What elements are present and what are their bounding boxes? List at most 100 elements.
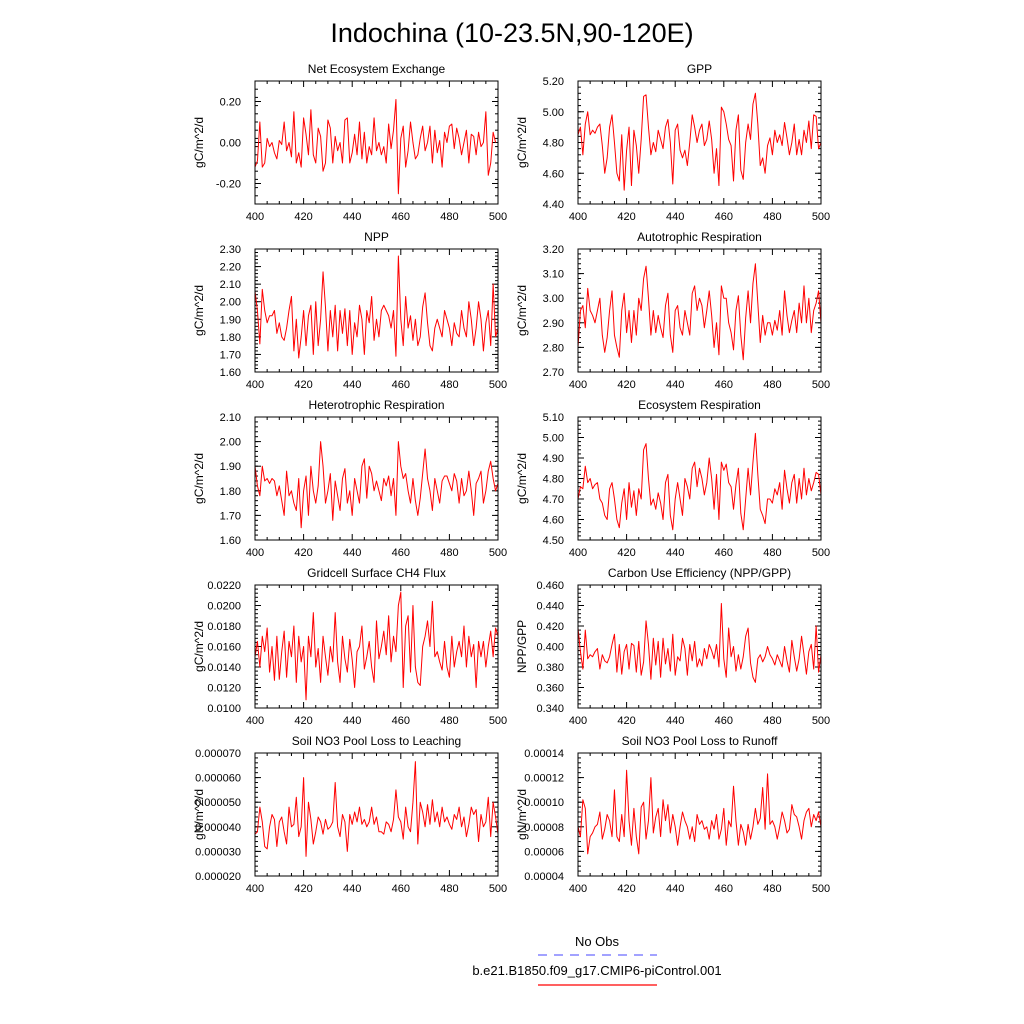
x-tick-label: 440 [666,379,684,391]
y-tick-label: 1.60 [220,535,241,547]
y-tick-label: 2.30 [220,244,241,256]
x-tick-label: 460 [715,715,733,727]
x-tick-label: 480 [763,211,781,223]
panel-9: Soil NO3 Pool Loss to Leaching gN/m^2/d 40… [192,734,507,895]
y-tick-label: 0.420 [536,621,564,633]
y-axis-label: gC/m^2/d [192,621,206,672]
x-tick-label: 460 [392,379,410,391]
y-tick-label: 2.70 [543,367,564,379]
y-tick-label: 1.70 [220,349,241,361]
y-tick-label: 5.10 [543,412,564,424]
data-series-line [577,263,822,361]
data-series-line [577,769,822,855]
x-tick-label: 500 [812,715,830,727]
panel-title: Heterotrophic Respiration [308,398,444,412]
y-tick-label: 0.000050 [195,797,241,809]
y-tick-label: 0.00004 [524,871,564,883]
x-tick-label: 400 [246,883,264,895]
x-tick-label: 480 [763,379,781,391]
y-tick-label: 4.70 [543,494,564,506]
x-tick-label: 460 [715,547,733,559]
x-tick-label: 420 [294,547,312,559]
x-tick-label: 420 [617,211,635,223]
y-tick-label: 0.360 [536,683,564,695]
x-tick-label: 460 [392,211,410,223]
x-tick-label: 500 [489,883,507,895]
x-tick-label: 500 [812,883,830,895]
panel-title: Carbon Use Efficiency (NPP/GPP) [608,566,791,580]
x-tick-label: 420 [617,883,635,895]
x-tick-label: 440 [666,715,684,727]
x-tick-label: 500 [812,379,830,391]
plot-frame [577,584,822,709]
y-tick-label: 1.70 [220,510,241,522]
y-tick-label: 4.60 [543,515,564,527]
y-tick-label: 2.00 [220,297,241,309]
panel-8: Carbon Use Efficiency (NPP/GPP) NPP/GPP 40… [515,566,830,727]
panel-1: Net Ecosystem Exchange gC/m^2/d 400 420 440 4… [192,62,507,223]
y-tick-label: 0.0120 [207,683,241,695]
x-tick-label: 400 [246,211,264,223]
x-tick-label: 480 [763,547,781,559]
y-tick-label: -0.20 [216,179,241,191]
x-tick-label: 440 [343,379,361,391]
plot-frame [254,248,499,373]
x-tick-label: 480 [440,715,458,727]
x-tick-label: 500 [812,547,830,559]
x-tick-label: 440 [343,547,361,559]
x-tick-label: 500 [489,379,507,391]
x-tick-label: 460 [715,379,733,391]
panel-2: GPP gC/m^2/d 400 420 440 460 480 500 4.40 4.60 4.8… [515,62,830,223]
y-tick-label: 3.00 [543,293,564,305]
y-tick-label: 0.000030 [195,846,241,858]
y-tick-label: 0.0100 [207,703,241,715]
y-tick-label: 3.10 [543,269,564,281]
y-axis-label: gC/m^2/d [515,117,529,168]
y-tick-label: 0.460 [536,580,564,592]
x-tick-label: 400 [246,715,264,727]
x-tick-label: 480 [440,883,458,895]
y-tick-label: 0.00014 [524,748,564,760]
data-series-line [254,761,499,857]
x-tick-label: 400 [246,547,264,559]
plot-frame [577,752,822,877]
y-tick-label: 0.00 [220,138,241,150]
y-tick-label: 2.90 [543,318,564,330]
y-tick-label: 4.80 [543,474,564,486]
panel-7: Gridcell Surface CH4 Flux gC/m^2/d 400 420 4… [192,566,507,727]
plot-frame [254,80,499,205]
y-axis-label: gC/m^2/d [192,285,206,336]
x-tick-label: 420 [617,379,635,391]
y-tick-label: 4.60 [543,168,564,180]
panel-10: Soil NO3 Pool Loss to Runoff gN/m^2/d 400 4… [515,734,830,895]
y-tick-label: 1.80 [220,486,241,498]
x-tick-label: 440 [343,883,361,895]
y-tick-label: 0.00008 [524,822,564,834]
y-tick-label: 0.440 [536,601,564,613]
x-tick-label: 420 [294,211,312,223]
plot-frame [254,416,499,541]
x-tick-label: 440 [666,883,684,895]
panel-title: Soil NO3 Pool Loss to Runoff [622,734,779,748]
panel-title: Net Ecosystem Exchange [308,62,446,76]
y-axis-label: gN/m^2/d [192,789,206,840]
y-tick-label: 1.90 [220,314,241,326]
y-tick-label: 3.20 [543,244,564,256]
data-series-line [577,602,822,683]
x-tick-label: 460 [392,547,410,559]
y-tick-label: 5.00 [543,107,564,119]
y-axis-label: gN/m^2/d [515,789,529,840]
y-tick-label: 0.000070 [195,748,241,760]
panel-title: Soil NO3 Pool Loss to Leaching [292,734,461,748]
y-tick-label: 0.380 [536,662,564,674]
x-tick-label: 440 [666,211,684,223]
y-tick-label: 4.40 [543,199,564,211]
x-tick-label: 420 [294,715,312,727]
x-tick-label: 400 [569,547,587,559]
y-tick-label: 1.80 [220,332,241,344]
figure-title: Indochina (10-23.5N,90-120E) [330,18,693,48]
data-series-line [254,441,499,529]
x-tick-label: 400 [246,379,264,391]
y-tick-label: 0.20 [220,97,241,109]
x-tick-label: 500 [489,547,507,559]
